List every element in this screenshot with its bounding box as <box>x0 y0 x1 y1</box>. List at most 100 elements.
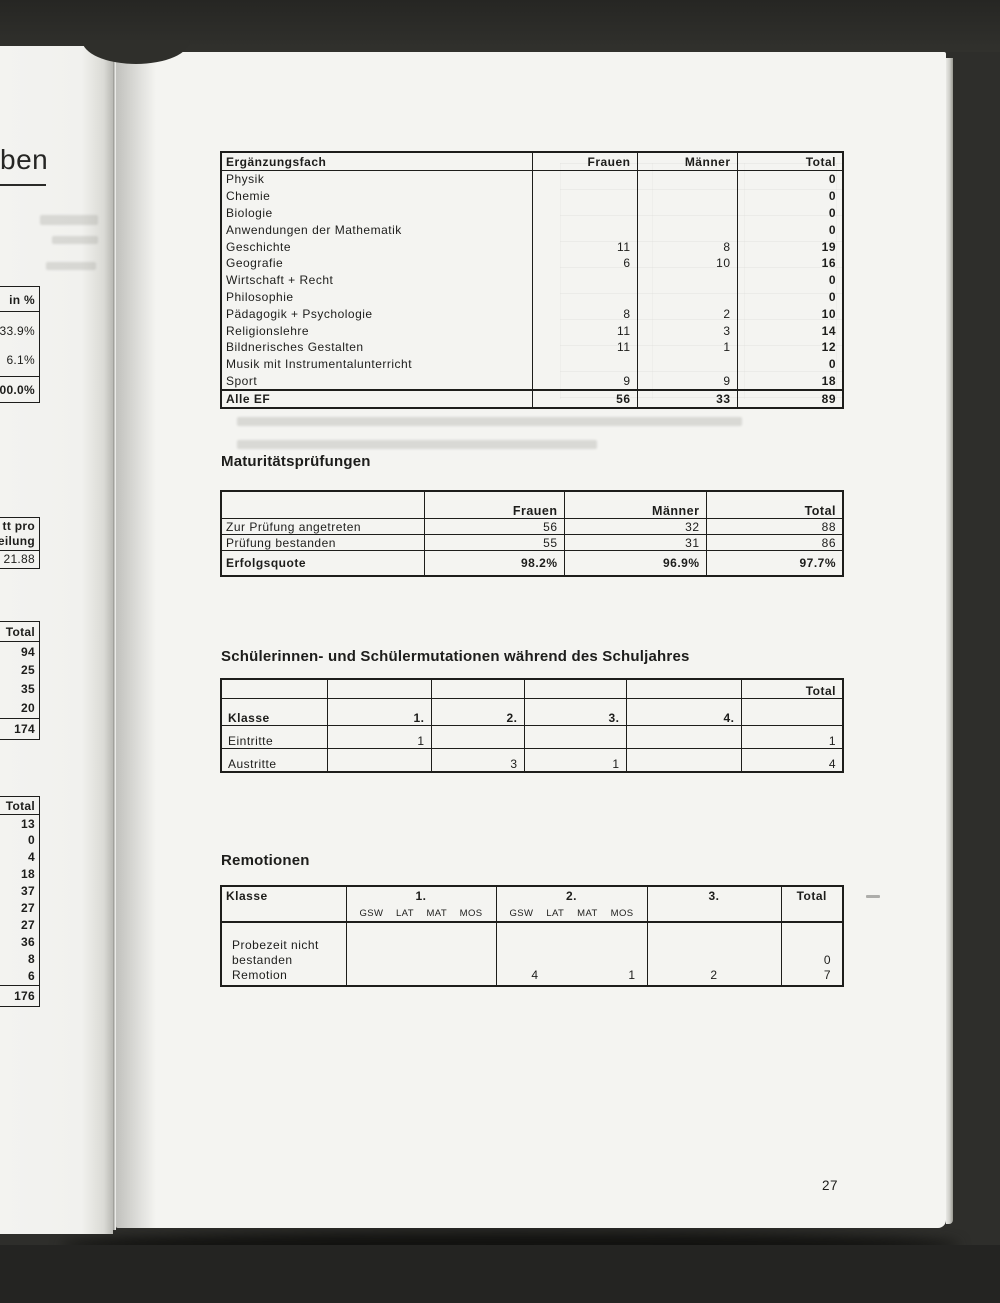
remotionen-table: Klasse 1. GSW LAT MAT MOS 2. GSW LAT MAT… <box>220 885 844 987</box>
table-row: Sport 9 9 18 <box>221 372 843 391</box>
cell <box>220 678 328 699</box>
col-header-class-4: 4. <box>625 698 742 726</box>
cell: 37 <box>21 884 35 898</box>
col-header-label: Ergänzungsfach <box>221 152 532 171</box>
cell: 10 <box>736 305 843 323</box>
value-class3: 2 <box>710 968 718 982</box>
cell <box>531 271 637 289</box>
cell <box>636 288 737 306</box>
col-header-total: Total <box>780 886 843 922</box>
table-row: Religionslehre 11 3 14 <box>221 322 843 339</box>
cell: Alle EF <box>221 389 532 409</box>
cell: 97.7% <box>705 550 843 576</box>
cell: 6 <box>531 254 637 272</box>
cell: Geografie <box>226 256 284 271</box>
cell: 13 <box>0 814 39 832</box>
show-through-text <box>237 440 597 449</box>
cell: 27 <box>21 918 35 932</box>
col-header-class-3: 3. <box>523 698 627 726</box>
cell: 89 <box>736 389 843 409</box>
maturitaetspruefungen-table: Frauen Männer Total Zur Prüfung angetret… <box>220 490 844 577</box>
cell <box>636 204 737 222</box>
table-footer-row: Erfolgsquote 98.2% 96.9% 97.7% <box>221 550 843 576</box>
cell: 8 <box>28 952 35 966</box>
heading-underline <box>0 184 46 186</box>
cell: 3 <box>430 748 525 773</box>
cell <box>221 491 424 519</box>
cell <box>531 221 637 239</box>
cell: Religionslehre <box>226 323 310 338</box>
table-row: Physik 0 <box>221 170 843 188</box>
scan-mark <box>866 895 880 898</box>
cell: in % <box>9 293 35 307</box>
cell <box>636 187 737 205</box>
cell: 176 <box>0 985 39 1006</box>
show-through-text <box>46 262 96 270</box>
cell: 33 <box>636 389 737 409</box>
cell: 8 <box>531 305 637 323</box>
label-probezeit-2: bestanden <box>232 953 293 967</box>
col-header-maenner: Männer <box>563 491 706 519</box>
fragment-pro-box: tt pro eilung 21.88 <box>0 517 40 569</box>
cell <box>636 355 737 373</box>
table-row: Zur Prüfung angetreten 56 32 88 <box>221 518 843 535</box>
subheader-mos: MOS <box>459 908 483 919</box>
cell: 55 <box>423 534 564 551</box>
table-header-row: Klasse 1. 2. 3. 4. <box>220 698 844 726</box>
cell: 19 <box>736 238 843 255</box>
subheader-mat: MAT <box>577 908 598 919</box>
cell: Zur Prüfung angetreten <box>221 518 424 535</box>
subheader-gsw: GSW <box>359 908 384 919</box>
cell: 18 <box>21 867 35 881</box>
table-row: Geschichte 11 8 19 <box>221 238 843 255</box>
cell: 56 <box>531 389 637 409</box>
table-header-row: Ergänzungsfach Frauen Männer Total <box>221 152 843 171</box>
col-header-frauen: Frauen <box>531 152 637 171</box>
show-through-text <box>52 236 98 244</box>
cell: 174 <box>0 718 39 739</box>
value-class2-mos: 1 <box>628 968 636 982</box>
cell: 36 <box>21 935 35 949</box>
cell: Anwendungen der Mathematik <box>226 222 402 237</box>
cell-class2-values: 4 1 <box>495 921 647 986</box>
subheader-gsw: GSW <box>509 908 534 919</box>
cell: 11 <box>531 238 637 255</box>
cell <box>430 678 525 699</box>
cell: 00.0% <box>0 376 39 402</box>
col-header-class-2: 2. GSW LAT MAT MOS <box>495 886 647 922</box>
cell: Total <box>5 799 35 813</box>
cell: 4 <box>28 850 35 864</box>
cell <box>531 187 637 205</box>
col-header-total: Total <box>705 491 843 519</box>
cell: 0 <box>736 170 843 188</box>
cell: Bildnerisches Gestalten <box>226 340 364 355</box>
col-header-total: Total <box>736 152 843 171</box>
cell: 86 <box>705 534 843 551</box>
col-header-class-3: 3. <box>646 886 781 922</box>
table-body-row: Probezeit nicht bestanden Remotion 4 1 2… <box>221 921 843 986</box>
cell: eilung <box>0 534 35 548</box>
cell <box>740 698 844 726</box>
cell: 96.9% <box>563 550 706 576</box>
cell <box>531 288 637 306</box>
cell: 1 <box>523 748 627 773</box>
table-header-row: Frauen Männer Total <box>221 491 843 519</box>
col-header-class-2: 2. <box>430 698 525 726</box>
cell: 4 <box>740 748 844 773</box>
table-row: Austritte 3 1 4 <box>220 748 844 773</box>
col-header-total: Total <box>740 678 844 699</box>
table-row: Total <box>220 678 844 699</box>
cell: Erfolgsquote <box>221 550 424 576</box>
class-group-label: 2. <box>565 889 577 903</box>
cell: Musik mit Instrumentalunterricht <box>226 357 413 372</box>
cell <box>430 725 525 749</box>
cell: 16 <box>736 254 843 272</box>
book-gutter-crease <box>113 50 116 1230</box>
cell: Physik <box>226 172 265 187</box>
table-row: Biologie 0 <box>221 204 843 222</box>
subheader-lat: LAT <box>395 908 414 919</box>
cell: 18 <box>736 372 843 391</box>
ergaenzungsfach-table: Ergänzungsfach Frauen Männer Total Physi… <box>220 151 844 410</box>
cell: 9 <box>636 372 737 391</box>
cell: 27 <box>21 901 35 915</box>
